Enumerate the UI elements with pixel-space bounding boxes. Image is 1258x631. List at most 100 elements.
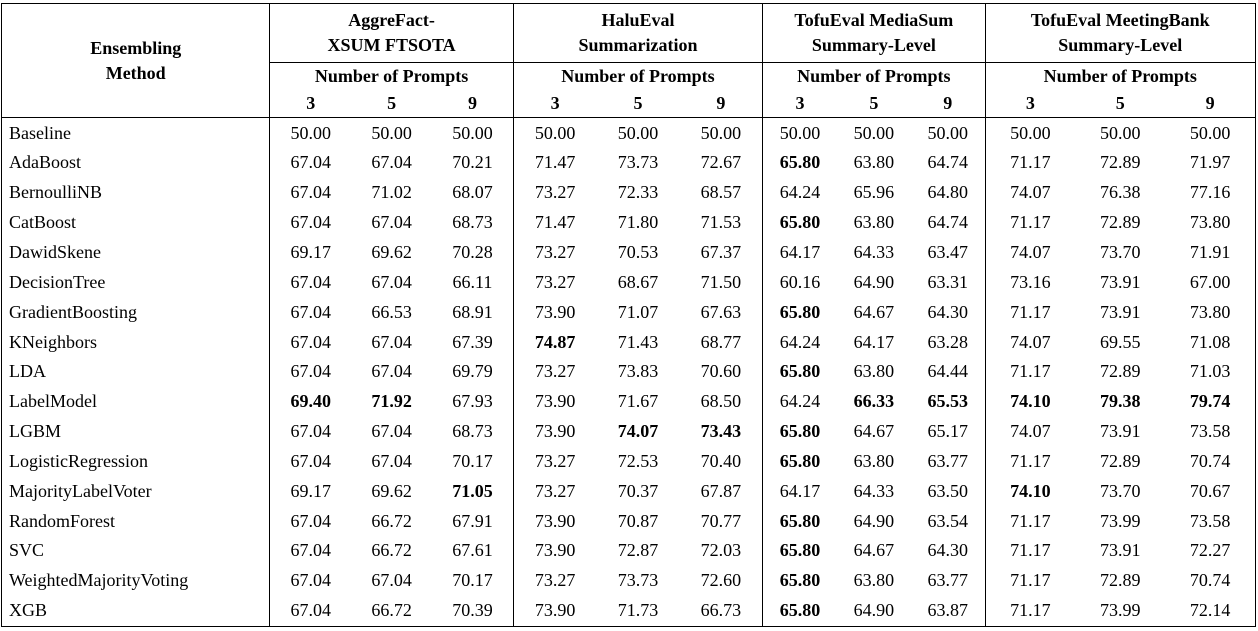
value-cell: 70.60: [700, 361, 742, 382]
value-cell: 64.44: [927, 361, 968, 382]
value-cell: 67.37: [700, 242, 742, 263]
value-cell: 64.24: [762, 177, 837, 208]
value-cell: 68.91: [452, 301, 493, 322]
value-cell: 71.47: [512, 207, 597, 238]
value-cell: 63.47: [927, 242, 968, 263]
value-cell: 65.80: [762, 506, 837, 537]
value-cell: 70.37: [617, 480, 659, 501]
value-cell: 71.17: [984, 565, 1076, 596]
value-cell: 71.05: [452, 480, 493, 501]
value-cell: 65.80: [762, 536, 837, 566]
value-cell: 73.27: [512, 237, 597, 268]
table-row: DawidSkene 69.17 69.62 70.28 73.27 70.53 67.37…: [1, 237, 1256, 268]
value-cell: 71.73: [617, 600, 659, 621]
group-title-line: TofuEval MediaSum: [794, 9, 954, 30]
value-cell: 71.17: [984, 536, 1076, 566]
value-cell: 64.17: [853, 331, 895, 352]
method-cell: Baseline: [1, 117, 271, 149]
value-cell: 64.80: [927, 182, 968, 203]
table-row: BernoulliNB 67.04 71.02 68.07 73.27 72.33 68.5…: [1, 177, 1256, 208]
value-cell: 50.00: [371, 122, 412, 143]
value-cell: 66.72: [371, 510, 412, 531]
method-cell: CatBoost: [1, 207, 271, 238]
value-cell: 65.96: [853, 182, 895, 203]
value-cell: 66.72: [371, 540, 412, 561]
value-cell: 67.04: [371, 450, 412, 471]
value-cell: 71.08: [1189, 331, 1231, 352]
value-cell: 69.62: [371, 480, 412, 501]
value-cell: 63.31: [927, 271, 968, 292]
value-cell: 64.30: [927, 540, 968, 561]
method-cell: LDA: [1, 356, 271, 387]
value-cell: 63.50: [927, 480, 968, 501]
method-cell: DecisionTree: [1, 267, 271, 298]
value-cell: 64.67: [853, 540, 895, 561]
value-cell: 73.58: [1189, 510, 1231, 531]
table-row: XGB 67.04 66.72 70.39 73.90 71.73 66.73 65.80 64…: [1, 595, 1256, 627]
value-cell: 72.89: [1099, 570, 1141, 591]
value-cell: 64.74: [927, 212, 968, 233]
value-cell: 71.67: [617, 391, 659, 412]
value-cell: 67.04: [371, 570, 412, 591]
value-cell: 73.27: [512, 267, 597, 298]
value-cell: 73.91: [1099, 540, 1141, 561]
value-cell: 73.27: [512, 177, 597, 208]
value-cell: 65.80: [762, 565, 837, 596]
value-cell: 71.47: [512, 148, 597, 178]
value-cell: 64.33: [853, 242, 895, 263]
value-cell: 63.80: [853, 212, 895, 233]
value-cell: 71.02: [371, 182, 412, 203]
value-cell: 50.00: [1189, 122, 1231, 143]
value-cell: 72.53: [617, 450, 659, 471]
group-title-line: Summary-Level: [1058, 35, 1183, 55]
value-cell: 50.00: [452, 122, 493, 143]
value-cell: 74.10: [984, 386, 1076, 417]
value-cell: 67.04: [269, 446, 352, 477]
value-cell: 71.92: [371, 391, 412, 412]
value-cell: 65.80: [762, 148, 837, 178]
value-cell: 73.83: [617, 361, 659, 382]
value-cell: 77.16: [1189, 182, 1231, 203]
value-cell: 72.60: [700, 570, 742, 591]
method-cell: LogisticRegression: [1, 446, 271, 477]
value-cell: 71.43: [617, 331, 659, 352]
value-cell: 64.74: [927, 152, 968, 173]
value-cell: 60.16: [762, 267, 837, 298]
method-header-line: Ensembling: [90, 38, 182, 59]
method-header-line: Method: [105, 62, 166, 83]
value-cell: 79.74: [1189, 391, 1231, 412]
value-cell: 70.17: [452, 450, 493, 471]
value-cell: 67.04: [269, 565, 352, 596]
value-cell: 67.04: [371, 421, 412, 442]
value-cell: 65.80: [762, 446, 837, 477]
value-cell: 73.99: [1099, 510, 1141, 531]
group-title-line: HaluEval: [601, 9, 675, 30]
value-cell: 66.11: [452, 271, 493, 292]
value-cell: 63.80: [853, 570, 895, 591]
prompt-count-header: 3: [762, 89, 837, 118]
method-column-header: Ensembling Method: [1, 3, 271, 118]
prompt-count-header: 3: [984, 89, 1076, 118]
value-cell: 50.00: [984, 117, 1076, 149]
value-cell: 67.04: [269, 356, 352, 387]
table-row: SVC 67.04 66.72 67.61 73.90 72.87 72.03 65.80 64…: [1, 536, 1256, 566]
value-cell: 72.67: [700, 152, 742, 173]
value-cell: 64.67: [853, 421, 895, 442]
value-cell: 73.80: [1189, 301, 1231, 322]
results-table: Ensembling Method AggreFact- XSUM FTSOTA…: [1, 3, 1256, 627]
value-cell: 67.04: [269, 297, 352, 328]
table-row: WeightedMajorityVoting 67.04 67.04 70.17 73.…: [1, 565, 1256, 596]
value-cell: 67.04: [269, 506, 352, 537]
value-cell: 50.00: [1099, 122, 1141, 143]
value-cell: 71.17: [984, 148, 1076, 178]
value-cell: 74.07: [984, 177, 1076, 208]
method-cell: RandomForest: [1, 506, 271, 537]
value-cell: 71.53: [700, 212, 742, 233]
method-cell: MajorityLabelVoter: [1, 476, 271, 507]
subheader-number-of-prompts: Number of Prompts: [512, 62, 763, 90]
value-cell: 71.97: [1189, 152, 1231, 173]
prompt-count-header: 9: [910, 89, 986, 118]
value-cell: 63.80: [853, 361, 895, 382]
value-cell: 69.17: [269, 237, 352, 268]
value-cell: 67.04: [371, 361, 412, 382]
